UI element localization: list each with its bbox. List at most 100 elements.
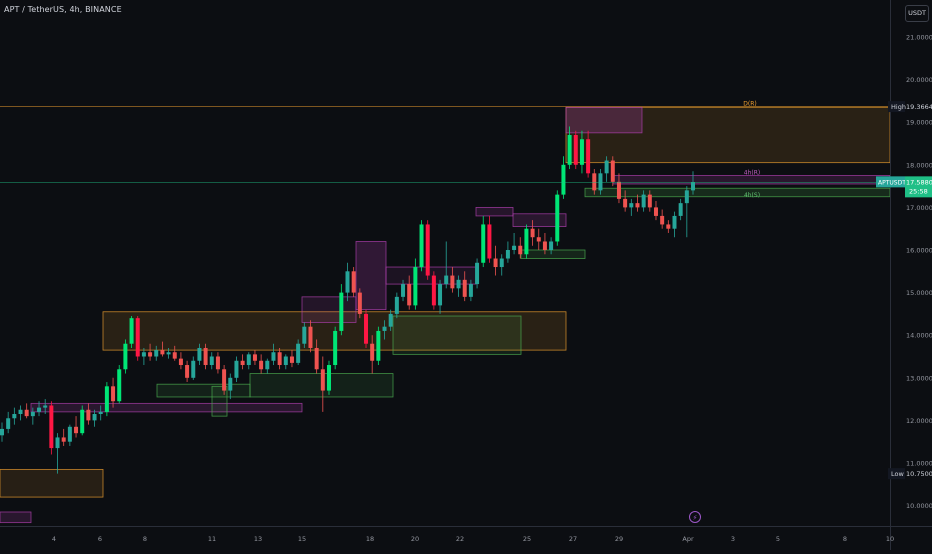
candle bbox=[419, 220, 424, 272]
candle bbox=[635, 194, 640, 212]
candle-body bbox=[524, 228, 529, 255]
candle-body bbox=[222, 369, 227, 391]
price-tick-label: 19.0000 bbox=[906, 119, 932, 127]
high-value: 19.3664 bbox=[906, 103, 932, 111]
candle bbox=[172, 345, 177, 361]
candle-body bbox=[450, 275, 455, 289]
candle-body bbox=[604, 160, 609, 174]
candle-body bbox=[12, 414, 17, 419]
candle-body bbox=[431, 275, 436, 306]
candle bbox=[462, 271, 467, 302]
candle-body bbox=[542, 241, 547, 250]
candle bbox=[80, 405, 85, 436]
candle bbox=[549, 237, 554, 255]
candle bbox=[647, 190, 652, 212]
time-axis: 4 6 8 11 13 15 18 20 22 25 27 29 Apr 3 5 8 10 bbox=[0, 526, 932, 543]
currency-button[interactable]: USDT bbox=[905, 5, 929, 22]
candle-body bbox=[259, 360, 264, 370]
candle bbox=[382, 320, 387, 340]
candle-body bbox=[444, 275, 449, 285]
current-price-value: 17.5880 bbox=[906, 178, 932, 186]
time-tick-label: 20 bbox=[411, 535, 419, 543]
candle-body bbox=[635, 203, 640, 208]
candle bbox=[30, 407, 35, 425]
candle bbox=[493, 245, 498, 276]
candle bbox=[314, 339, 319, 374]
candle-body bbox=[141, 352, 146, 357]
candle bbox=[49, 401, 54, 455]
time-tick-label: 4 bbox=[52, 535, 56, 543]
candle bbox=[0, 422, 4, 442]
candle bbox=[579, 130, 584, 174]
candle-body bbox=[203, 347, 208, 366]
price-tick-label: 14.0000 bbox=[906, 332, 932, 340]
candle bbox=[259, 354, 264, 374]
candle-body bbox=[308, 326, 313, 348]
time-tick-label: 5 bbox=[776, 535, 780, 543]
candles bbox=[0, 126, 695, 474]
time-tick-label: 3 bbox=[731, 535, 735, 543]
candle bbox=[456, 275, 461, 297]
candle-body bbox=[357, 292, 362, 314]
candle-body bbox=[549, 241, 554, 250]
candle bbox=[468, 279, 473, 302]
candle bbox=[197, 343, 202, 366]
time-tick-label: 18 bbox=[366, 535, 374, 543]
symbol-title[interactable]: APT / TetherUS, 4h, BINANCE bbox=[4, 5, 122, 14]
candle bbox=[351, 267, 356, 297]
time-tick-label: 29 bbox=[615, 535, 623, 543]
candle-body bbox=[586, 139, 591, 174]
candle-body bbox=[117, 369, 122, 402]
candle-body bbox=[61, 437, 66, 442]
high-tag-label: High bbox=[891, 103, 906, 111]
zone-green-3 bbox=[156, 383, 251, 398]
candle bbox=[345, 262, 350, 302]
zone-4h-support bbox=[584, 187, 891, 198]
candle-body bbox=[314, 347, 319, 370]
candle-body bbox=[382, 326, 387, 331]
candle bbox=[86, 403, 91, 425]
price-tick-label: 10.0000 bbox=[906, 502, 932, 510]
event-marker-icon bbox=[689, 511, 701, 523]
zone-purple-3 bbox=[301, 296, 357, 323]
price-tick-label: 13.0000 bbox=[906, 374, 932, 382]
candle-body bbox=[345, 271, 350, 293]
candle bbox=[394, 292, 399, 319]
zone-purple-6 bbox=[385, 266, 477, 285]
candle bbox=[616, 173, 621, 204]
candle bbox=[573, 130, 578, 170]
price-tick-label: 20.0000 bbox=[906, 76, 932, 84]
candle-body bbox=[641, 194, 646, 208]
candle bbox=[438, 279, 443, 314]
candle-body bbox=[598, 173, 603, 191]
time-tick-label: 27 bbox=[569, 535, 577, 543]
candle bbox=[37, 401, 42, 417]
candle bbox=[561, 156, 566, 199]
candle bbox=[74, 416, 79, 438]
candle-body bbox=[616, 181, 621, 199]
overlays: D(R) 4h(R) 4h(S) ⚡ bbox=[0, 101, 890, 523]
candle-body bbox=[37, 407, 42, 412]
resistance-4h-label: 4h(R) bbox=[744, 169, 760, 176]
zone-purple-4 bbox=[475, 206, 514, 217]
candle-body bbox=[252, 354, 257, 361]
candle-body bbox=[302, 326, 307, 344]
candle bbox=[123, 339, 128, 374]
candle-body bbox=[672, 215, 677, 229]
candle bbox=[271, 343, 276, 366]
candle-body bbox=[24, 409, 29, 417]
candle-body bbox=[536, 237, 541, 242]
time-tick-label: 13 bbox=[254, 535, 262, 543]
candle-body bbox=[166, 352, 171, 355]
candle-body bbox=[388, 313, 393, 327]
candle bbox=[629, 198, 634, 216]
candle-body bbox=[18, 409, 23, 415]
candle-body bbox=[172, 352, 177, 359]
candle bbox=[333, 326, 338, 370]
candle bbox=[55, 433, 60, 474]
candle-body bbox=[364, 313, 369, 344]
candle-body bbox=[456, 279, 461, 289]
